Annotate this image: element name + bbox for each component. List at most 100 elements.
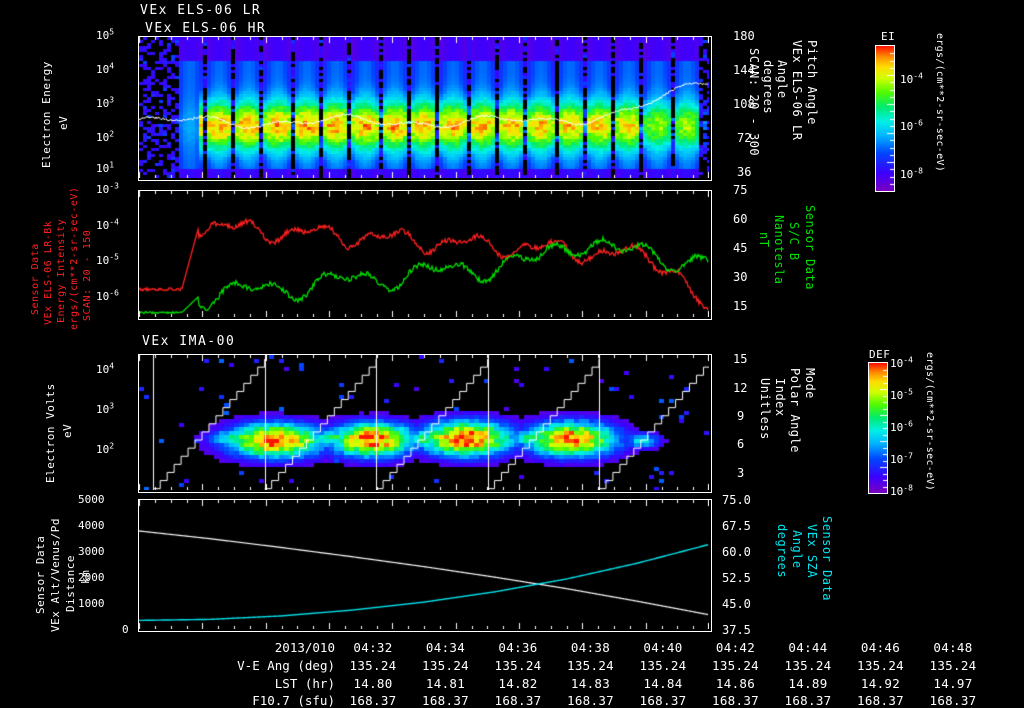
table-cell-r3-c8: 168.37 [929,693,977,708]
table-cell-r0-c0: 04:32 [353,640,393,655]
panel4-plot-area [138,499,712,632]
panel1-y2tick-4: 36 [737,165,752,179]
panel4-left-label-0: Sensor Data [34,535,47,614]
table-row-label-1: V-E Ang (deg) [237,658,335,673]
panel1-ytick-1: 104 [96,61,115,76]
panel2-left-label-4: SCAN: 20 - 150 [82,229,93,321]
table-cell-r1-c1: 135.24 [422,658,469,673]
panel2-right-label-3: nT [757,232,771,248]
panel2-left-label-3: ergs/(cm**2-sr-sec-eV) [69,186,80,330]
colorbar-el [875,45,895,192]
panel1-left-axis-units: eV [57,115,70,130]
panel4-y2tick-2: 60.0 [722,545,751,559]
panel3-y2tick-4: 3 [737,466,745,480]
table-cell-r1-c0: 135.24 [349,658,397,673]
panel1-right-label-0: Pitch Angle [805,40,819,125]
table-cell-r2-c7: 14.92 [860,676,901,691]
electron-energy-spectrogram-canvas [139,37,709,178]
panel3-right-label-1: Polar Angle [788,368,802,453]
colorbar-def-unit: ergs/(cm**2-sr-sec-eV) [924,352,935,492]
colorbar-def-tick-0: 10-4 [890,355,913,370]
table-cell-r3-c6: 168.37 [784,693,832,708]
panel1-right-label-3: degrees [761,60,775,115]
panel3-ytick-0: 104 [96,361,115,376]
panel1-y2tick-3: 72 [737,131,752,145]
panel2-plot-area [138,190,712,320]
panel3-title: VEx IMA-00 [142,334,236,349]
table-cell-r1-c8: 135.24 [929,658,977,673]
panel3-ytick-2: 102 [96,441,115,456]
table-cell-r2-c8: 14.97 [933,676,973,691]
table-cell-r1-c6: 135.24 [784,658,832,673]
panel4-y2tick-5: 37.5 [722,623,751,637]
table-cell-r0-c4: 04:40 [643,640,683,655]
table-cell-r2-c4: 14.84 [643,676,683,691]
panel2-y2tick-4: 15 [733,299,748,313]
panel4-left-label-1: VEx Alt/Venus/Pd [49,518,62,632]
panel4-right-label-3: degrees [775,524,789,579]
panel4-y2tick-4: 45.0 [722,597,751,611]
table-row-label-3: F10.7 (sfu) [252,693,335,708]
panel1-plot-area [138,36,712,181]
panel4-y2tick-3: 52.5 [722,571,751,585]
panel2-ytick-2: 10-5 [96,252,119,267]
colorbar-def-tick-1: 10-5 [890,387,913,402]
panel4-ytick-4: 1000 [78,597,105,610]
panel4-ytick-1: 4000 [78,519,105,532]
panel4-ytick-0: 5000 [78,493,105,506]
table-cell-r2-c3: 14.83 [570,676,611,691]
table-cell-r3-c3: 168.37 [567,693,614,708]
panel2-right-label-2: Nanotesla [772,215,786,285]
table-row-label-2: LST (hr) [274,676,335,691]
panel3-left-axis-units: eV [61,423,74,438]
panel1-title-lr: VEx ELS-06 LR [140,3,262,18]
table-cell-r2-c5: 14.86 [715,676,756,691]
table-cell-r1-c7: 135.24 [857,658,904,673]
panel2-ytick-1: 10-4 [96,217,119,232]
colorbar-el-tick-0: 10-4 [900,71,923,86]
table-cell-r1-c2: 135.24 [494,658,542,673]
colorbar-def-title: DEF [869,348,891,361]
panel4-left-label-2: Distance [64,555,77,612]
colorbar-def-tick-2: 10-6 [890,419,913,434]
panel1-right-label-2: Angle [775,60,789,99]
panel4-ytick-3: 2000 [78,571,105,584]
panel1-title-hr: VEx ELS-06 HR [145,21,267,36]
panel4-right-label-0: Sensor Data [820,516,834,601]
panel2-left-label-0: Sensor Data [30,243,41,315]
panel1-right-label-1: VEx ELS-06 LR [790,40,804,141]
table-cell-r0-c3: 04:38 [570,640,611,655]
panel3-right-label-0: Mode [803,368,817,399]
panel4-ytick-5: 0 [122,623,129,636]
colorbar-el-title: EI [881,30,896,43]
table-row-label-0: 2013/010 [274,640,335,655]
panel3-y2tick-1: 12 [733,381,748,395]
table-cell-r2-c6: 14.89 [788,676,828,691]
panel3-ytick-1: 103 [96,401,115,416]
panel2-y2tick-2: 45 [733,241,748,255]
panel2-y2tick-0: 75 [733,183,748,197]
table-cell-r3-c4: 168.37 [639,693,687,708]
panel1-ytick-0: 105 [96,27,115,42]
panel2-left-label-2: Energy Intensity [56,218,67,323]
table-cell-r2-c1: 14.81 [425,676,466,691]
table-cell-r0-c2: 04:36 [498,640,538,655]
table-cell-r3-c5: 168.37 [712,693,759,708]
panel3-y2tick-2: 9 [737,409,745,423]
colorbar-el-tick-1: 10-6 [900,118,923,133]
table-cell-r0-c7: 04:46 [860,640,901,655]
panel2-ytick-3: 10-6 [96,288,119,303]
panel1-y2tick-1: 144 [733,63,755,77]
table-cell-r3-c2: 168.37 [494,693,542,708]
panel1-right-label-4: SCAN: 20 - 300 [747,48,761,157]
panel2-right-label-1: S/C B [787,222,801,261]
panel4-y2tick-1: 67.5 [722,519,751,533]
colorbar-def-tick-3: 10-7 [890,451,913,466]
colorbar-el-tick-2: 10-8 [900,166,923,181]
panel1-left-axis-label: Electron Energy [40,61,53,168]
panel4-y2tick-0: 75.0 [722,493,751,507]
table-cell-r1-c5: 135.24 [712,658,759,673]
table-cell-r3-c1: 168.37 [422,693,469,708]
panel3-y2tick-0: 15 [733,352,748,366]
